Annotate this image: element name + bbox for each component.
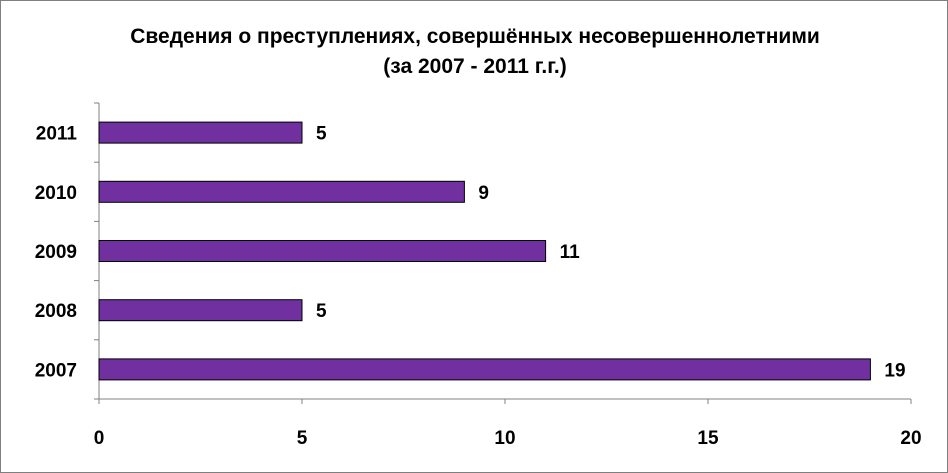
x-tick-label: 5	[297, 428, 308, 449]
chart-title: Сведения о преступлениях, совершённых не…	[130, 25, 820, 48]
y-tick-label: 2009	[35, 242, 77, 263]
y-tick-label: 2008	[35, 301, 77, 322]
y-tick-label: 2011	[36, 124, 78, 145]
y-tick-label: 2010	[35, 183, 77, 204]
x-tick-label: 20	[900, 428, 921, 449]
bar-2011	[98, 121, 303, 144]
data-label: 5	[316, 301, 327, 322]
x-tick-label: 0	[94, 428, 105, 449]
bar-2007	[98, 358, 871, 381]
data-label: 5	[316, 124, 327, 145]
data-label: 9	[478, 183, 489, 204]
data-label: 11	[560, 242, 581, 263]
bars	[98, 121, 871, 381]
y-tick-label: 2007	[35, 360, 77, 381]
x-tick-label: 15	[697, 428, 719, 449]
x-tick-label: 10	[494, 428, 515, 449]
bar-2010	[98, 180, 465, 203]
bar-2008	[98, 299, 303, 322]
bar-2009	[98, 240, 547, 262]
data-label: 19	[884, 360, 905, 381]
chart-subtitle: (за 2007 - 2011 г.г.)	[383, 55, 566, 78]
labels: 0 5 10 15 20 2007 19 2008 5 2009 11 2010 9 2011 5	[35, 124, 922, 449]
